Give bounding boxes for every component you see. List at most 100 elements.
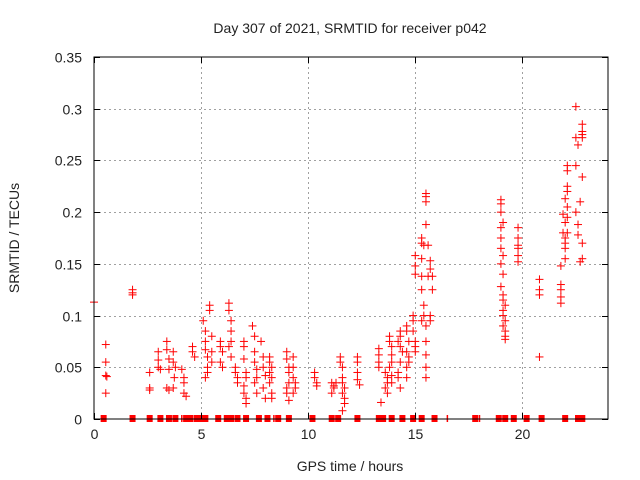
data-point	[353, 358, 362, 367]
data-point	[426, 265, 435, 274]
data-point	[267, 363, 276, 372]
data-point	[169, 358, 178, 367]
data-point	[561, 254, 570, 263]
data-point	[428, 272, 437, 281]
data-point	[501, 301, 510, 310]
data-point	[207, 347, 216, 356]
data-point	[574, 230, 583, 239]
data-point	[239, 381, 248, 390]
y-tick-label: 0.1	[63, 309, 83, 325]
data-point	[563, 213, 572, 222]
data-point	[559, 210, 568, 219]
data-point	[499, 251, 508, 260]
data-point	[535, 290, 544, 299]
data-point	[101, 371, 110, 380]
data-point	[374, 363, 383, 372]
data-point	[571, 161, 580, 170]
data-point	[499, 321, 508, 330]
data-point	[248, 321, 257, 330]
data-point	[257, 337, 266, 346]
data-point	[496, 208, 505, 217]
data-point	[499, 296, 508, 305]
data-point	[336, 358, 345, 367]
data-point	[424, 241, 433, 250]
data-point	[188, 347, 197, 356]
data-point	[338, 363, 347, 372]
data-point	[387, 358, 396, 367]
y-tick-label: 0	[74, 412, 82, 428]
data-point	[102, 372, 111, 381]
data-point	[207, 358, 216, 367]
data-point	[164, 386, 173, 395]
data-point	[154, 356, 163, 365]
data-point	[284, 368, 293, 377]
data-point	[396, 342, 405, 351]
data-point	[499, 218, 508, 227]
data-point	[145, 386, 154, 395]
data-point	[376, 398, 385, 407]
data-point	[571, 102, 580, 111]
x-tick-label: 15	[408, 426, 424, 442]
data-point	[340, 383, 349, 392]
data-point	[162, 345, 171, 354]
data-point	[355, 380, 364, 389]
data-point	[411, 347, 420, 356]
data-point	[419, 301, 428, 310]
data-point	[421, 197, 430, 206]
data-point	[578, 239, 587, 248]
data-point	[233, 378, 242, 387]
data-point	[421, 337, 430, 346]
data-point	[402, 373, 411, 382]
data-point	[385, 337, 394, 346]
grid-lines	[94, 57, 608, 419]
data-point	[261, 371, 270, 380]
data-point	[164, 355, 173, 364]
data-point	[535, 352, 544, 361]
data-point	[338, 389, 347, 398]
data-point	[374, 350, 383, 359]
x-tick-label: 5	[198, 426, 206, 442]
data-point	[428, 285, 437, 294]
data-point	[227, 352, 236, 361]
data-point	[396, 383, 405, 392]
data-point	[385, 363, 394, 372]
data-point	[128, 290, 137, 299]
data-point	[409, 327, 418, 336]
data-point	[421, 321, 430, 330]
data-point	[496, 199, 505, 208]
y-tick-label: 0.25	[55, 153, 82, 169]
data-point	[396, 358, 405, 367]
data-point	[224, 306, 233, 315]
data-point	[154, 347, 163, 356]
data-point	[501, 316, 510, 325]
data-point	[329, 383, 338, 392]
plot-frame	[93, 56, 609, 420]
data-point	[514, 257, 523, 266]
data-point	[218, 347, 227, 356]
data-point	[514, 223, 523, 232]
data-point	[421, 220, 430, 229]
data-point	[224, 342, 233, 351]
data-point	[267, 394, 276, 403]
data-point	[201, 373, 210, 382]
data-point	[421, 350, 430, 359]
data-point	[291, 383, 300, 392]
data-point	[265, 358, 274, 367]
data-point	[381, 368, 390, 377]
data-point	[310, 373, 319, 382]
data-point	[201, 337, 210, 346]
data-point	[496, 259, 505, 268]
data-point	[282, 347, 291, 356]
data-point	[387, 378, 396, 387]
data-point	[338, 378, 347, 387]
data-point	[252, 389, 261, 398]
data-point	[426, 316, 435, 325]
data-point	[242, 399, 251, 408]
data-point	[426, 256, 435, 265]
data-point	[242, 373, 251, 382]
data-point	[353, 368, 362, 377]
data-point	[282, 355, 291, 364]
data-point	[154, 363, 163, 372]
data-point	[501, 335, 510, 344]
data-point	[421, 373, 430, 382]
